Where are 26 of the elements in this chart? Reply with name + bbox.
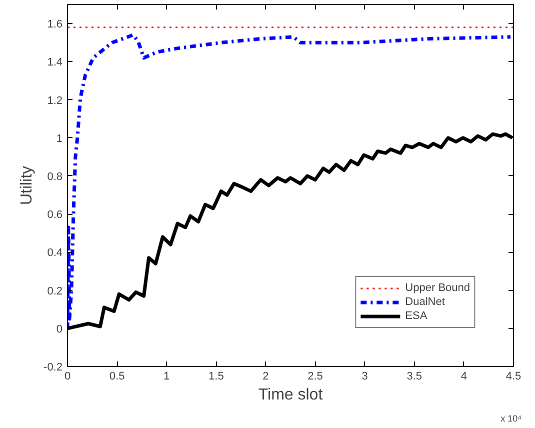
x-tick-label: 0	[64, 370, 71, 382]
x-tick-label: 1	[164, 370, 170, 382]
x-tick-label: 2	[262, 370, 269, 382]
y-tick-label: 0	[56, 323, 63, 336]
x-tick-label: 0.5	[109, 370, 125, 382]
y-tick-label: -0.2	[44, 362, 63, 374]
y-tick-label: 0.2	[47, 285, 63, 298]
y-tick-label: 1.6	[47, 18, 63, 31]
legend-label: Upper Bound	[405, 281, 470, 295]
x-axis-title: Time slot	[258, 386, 324, 404]
y-tick-label: 1	[56, 132, 63, 145]
x-tick-label: 3.5	[406, 370, 422, 382]
y-axis-title: Utility	[18, 166, 36, 206]
x-tick-label: 2.5	[308, 370, 323, 382]
x-tick-label: 4	[460, 370, 468, 382]
y-tick-label: 1.4	[47, 56, 63, 69]
text: x 10⁴	[500, 414, 522, 424]
y-tick-label: 0.8	[47, 170, 63, 183]
legend-label: ESA	[405, 309, 428, 323]
x-tick-label: 3	[362, 370, 368, 382]
y-tick-label: 0.4	[47, 247, 63, 260]
legend-label: DualNet	[405, 295, 445, 309]
y-tick-label: 0.6	[47, 209, 63, 222]
y-tick-label: 1.2	[47, 94, 63, 107]
x-tick-label: 1.5	[208, 370, 224, 382]
x-tick-label: 4.5	[506, 370, 522, 382]
